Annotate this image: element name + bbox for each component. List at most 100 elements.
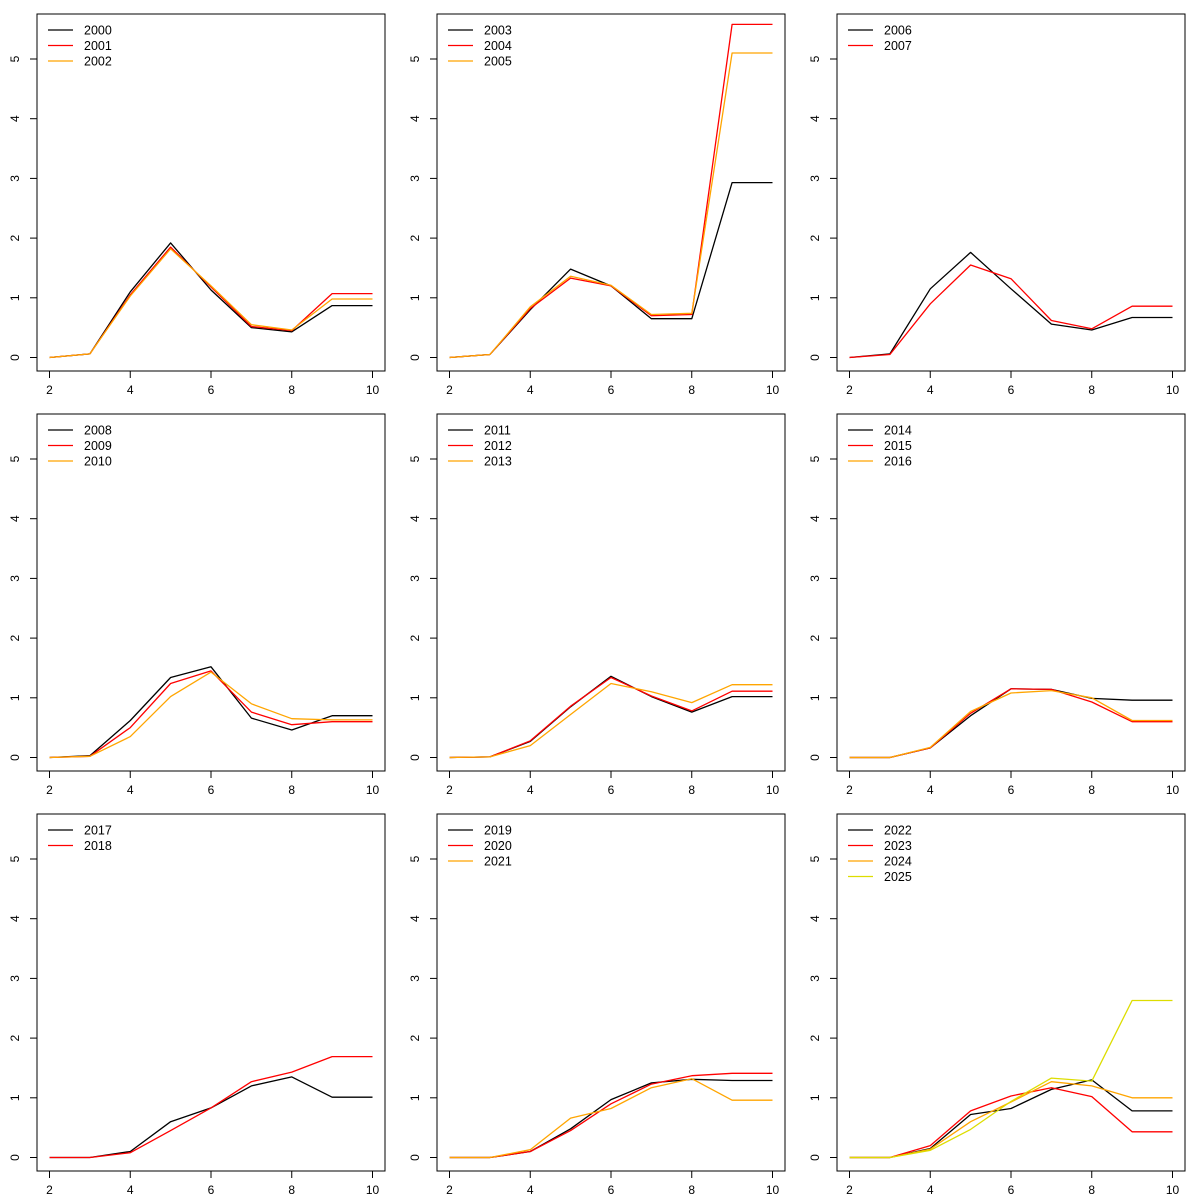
- legend-label-2019: 2019: [484, 824, 512, 838]
- series-line-2021: [449, 1078, 773, 1159]
- y-tick-label: 3: [408, 175, 422, 182]
- y-tick-label: 0: [808, 754, 822, 761]
- x-tick-label: 8: [1088, 1183, 1095, 1197]
- y-tick-label: 3: [8, 175, 22, 182]
- x-tick-label: 6: [608, 1183, 615, 1197]
- x-tick-label: 2: [446, 1183, 453, 1197]
- legend-label-2007: 2007: [884, 39, 912, 53]
- series-line-2010: [49, 671, 373, 759]
- y-tick-label: 4: [808, 115, 822, 122]
- legend-label-2017: 2017: [84, 824, 112, 838]
- y-tick-label: 0: [408, 1154, 422, 1161]
- x-tick-label: 10: [366, 783, 380, 797]
- series-line-2017: [49, 1076, 373, 1159]
- plot-frame: [36, 813, 386, 1172]
- series-line-2015: [849, 688, 1173, 759]
- legend-label-2003: 2003: [484, 24, 512, 38]
- series-line-2008: [49, 666, 373, 759]
- series-line-2019: [449, 1078, 773, 1159]
- x-tick-label: 10: [1166, 383, 1180, 397]
- series-line-2004: [449, 23, 773, 359]
- y-tick-label: 5: [408, 455, 422, 462]
- y-tick-label: 4: [408, 915, 422, 922]
- y-tick-label: 1: [8, 694, 22, 701]
- x-tick-label: 4: [927, 1183, 934, 1197]
- series-line-2025: [849, 999, 1173, 1159]
- series-line-2024: [849, 1081, 1173, 1159]
- x-tick-label: 2: [846, 383, 853, 397]
- series-line-2018: [49, 1055, 373, 1159]
- legend-label-2002: 2002: [84, 55, 112, 69]
- x-tick-label: 8: [688, 783, 695, 797]
- x-tick-label: 4: [927, 783, 934, 797]
- y-tick-label: 4: [8, 515, 22, 522]
- series-line-2014: [849, 688, 1173, 759]
- y-tick-label: 5: [8, 55, 22, 62]
- y-tick-label: 2: [408, 1034, 422, 1041]
- x-tick-label: 4: [527, 783, 534, 797]
- x-tick-label: 2: [446, 383, 453, 397]
- x-tick-label: 8: [688, 1183, 695, 1197]
- legend-label-2013: 2013: [484, 455, 512, 469]
- legend-label-2020: 2020: [484, 839, 512, 853]
- x-tick-label: 2: [446, 783, 453, 797]
- y-tick-label: 2: [8, 1034, 22, 1041]
- y-tick-label: 5: [8, 855, 22, 862]
- x-tick-label: 8: [288, 1183, 295, 1197]
- y-tick-label: 1: [808, 1094, 822, 1101]
- y-tick-label: 5: [808, 455, 822, 462]
- y-tick-label: 3: [808, 175, 822, 182]
- legend-label-2000: 2000: [84, 24, 112, 38]
- series-line-2003: [449, 181, 773, 359]
- x-tick-label: 8: [1088, 783, 1095, 797]
- y-tick-label: 3: [8, 975, 22, 982]
- legend-label-2015: 2015: [884, 439, 912, 453]
- x-tick-label: 6: [1008, 1183, 1015, 1197]
- x-tick-label: 6: [608, 383, 615, 397]
- legend-label-2001: 2001: [84, 39, 112, 53]
- x-tick-label: 8: [688, 383, 695, 397]
- y-tick-label: 4: [808, 915, 822, 922]
- legend-label-2010: 2010: [84, 455, 112, 469]
- x-tick-label: 4: [527, 383, 534, 397]
- series-line-2007: [849, 264, 1173, 359]
- x-tick-label: 10: [366, 383, 380, 397]
- legend-label-2016: 2016: [884, 455, 912, 469]
- series-line-2013: [449, 682, 773, 759]
- x-tick-label: 6: [208, 383, 215, 397]
- y-tick-label: 1: [808, 694, 822, 701]
- legend-label-2011: 2011: [484, 424, 511, 438]
- y-tick-label: 0: [408, 354, 422, 361]
- legend-label-2006: 2006: [884, 24, 912, 38]
- legend-label-2012: 2012: [484, 439, 512, 453]
- legend-label-2025: 2025: [884, 870, 912, 884]
- y-tick-label: 1: [408, 294, 422, 301]
- x-tick-label: 10: [766, 783, 780, 797]
- y-tick-label: 2: [808, 1034, 822, 1041]
- legend-label-2023: 2023: [884, 839, 912, 853]
- y-tick-label: 4: [8, 915, 22, 922]
- y-tick-label: 3: [8, 575, 22, 582]
- x-tick-label: 10: [366, 1183, 380, 1197]
- x-tick-label: 10: [1166, 1183, 1180, 1197]
- legend-label-2021: 2021: [484, 855, 512, 869]
- y-tick-label: 2: [808, 234, 822, 241]
- x-tick-label: 8: [1088, 383, 1095, 397]
- x-tick-label: 4: [127, 1183, 134, 1197]
- y-tick-label: 0: [8, 1154, 22, 1161]
- x-tick-label: 6: [1008, 383, 1015, 397]
- y-tick-label: 0: [808, 354, 822, 361]
- x-tick-label: 4: [127, 383, 134, 397]
